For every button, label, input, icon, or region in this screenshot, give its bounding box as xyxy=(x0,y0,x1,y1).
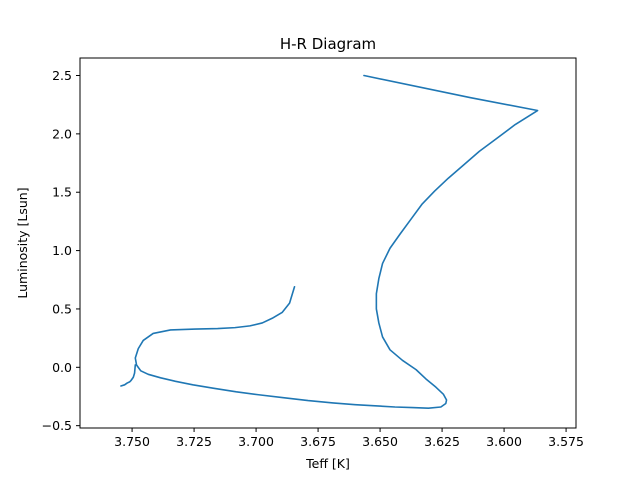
x-tick-label: 3.725 xyxy=(176,434,212,449)
x-tick-label: 3.600 xyxy=(486,434,522,449)
chart-title: H-R Diagram xyxy=(280,35,376,53)
y-axis-ticks: −0.5 0.0 0.5 1.0 1.5 2.0 2.5 xyxy=(42,68,80,433)
y-tick-label: 1.5 xyxy=(52,185,72,200)
x-tick-label: 3.700 xyxy=(238,434,274,449)
plot-area xyxy=(79,57,577,429)
x-tick-label: 3.675 xyxy=(300,434,336,449)
x-axis-label: Teff [K] xyxy=(305,456,350,471)
plot-frame xyxy=(79,57,577,429)
y-tick-label: 2.5 xyxy=(52,68,72,83)
x-tick-label: 3.625 xyxy=(424,434,460,449)
x-tick-label: 3.750 xyxy=(114,434,150,449)
series-layer xyxy=(120,74,539,409)
y-tick-label: 2.0 xyxy=(52,126,72,141)
x-tick-label: 3.650 xyxy=(362,434,398,449)
x-axis-ticks: 3.750 3.725 3.700 3.675 3.650 3.625 3.600 3.575 xyxy=(114,428,584,449)
x-tick-label: 3.575 xyxy=(548,434,584,449)
y-tick-label: 1.0 xyxy=(52,243,72,258)
y-tick-label: 0.0 xyxy=(52,360,72,375)
y-axis-label: Luminosity [Lsun] xyxy=(15,187,30,298)
track-start-segment xyxy=(120,364,137,387)
y-tick-label: −0.5 xyxy=(42,418,72,433)
evolutionary-track-line xyxy=(134,74,539,409)
y-tick-label: 0.5 xyxy=(52,301,72,316)
